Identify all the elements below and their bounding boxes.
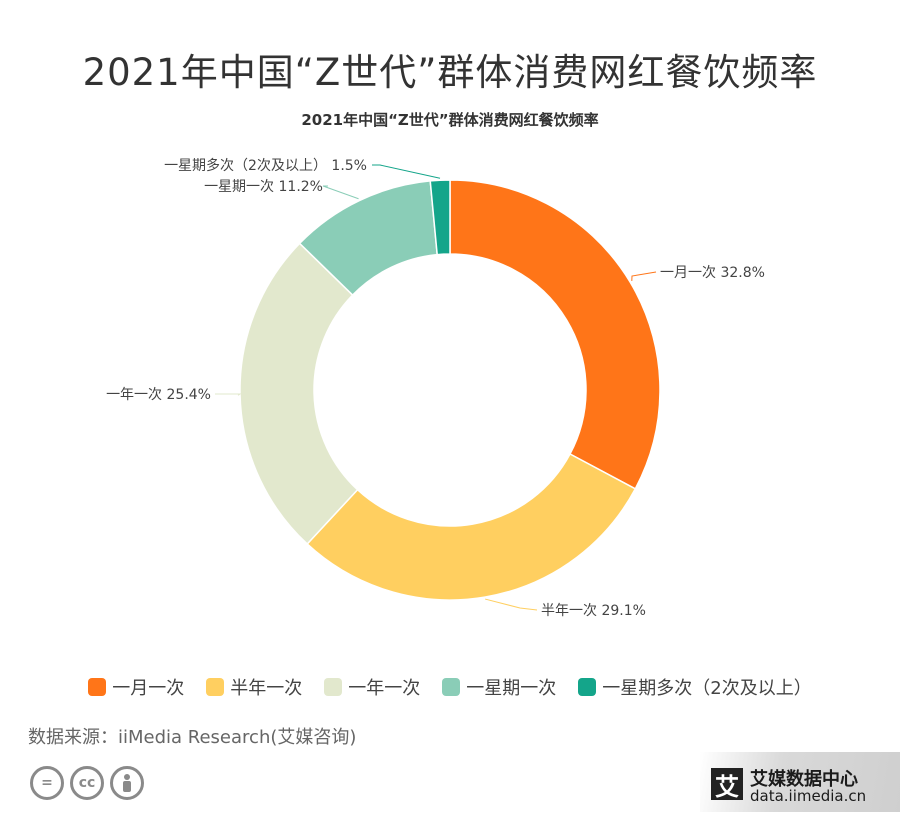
donut-slice [306, 453, 637, 601]
data-label: 一星期一次 11.2% [204, 179, 323, 195]
legend-label: 一星期多次（2次及以上） [602, 678, 812, 699]
license-icons: = cc [30, 766, 144, 800]
data-label: 一年一次 25.4% [106, 387, 211, 403]
donut-slice [239, 242, 359, 546]
legend-item: 一月一次 [88, 674, 184, 700]
data-label: 一月一次 32.8% [660, 265, 765, 281]
legend-label: 半年一次 [230, 678, 303, 699]
legend-label: 一年一次 [348, 678, 421, 699]
chart-legend: 一月一次 半年一次 一年一次 一星期一次 一星期多次（2次及以上） [0, 674, 900, 700]
legend-item: 半年一次 [206, 674, 302, 700]
leader-line [631, 271, 657, 281]
person-icon [110, 766, 144, 800]
person-glyph [123, 774, 131, 792]
legend-swatch [578, 678, 597, 696]
data-source: 数据来源：iiMedia Research(艾媒咨询) [28, 727, 357, 748]
leader-line [215, 393, 242, 396]
legend-item: 一星期一次 [442, 674, 556, 700]
legend-swatch [324, 678, 343, 696]
legend-item: 一年一次 [324, 674, 420, 700]
legend-swatch [442, 678, 461, 696]
legend-swatch [206, 678, 225, 696]
legend-item: 一星期多次（2次及以上） [578, 674, 812, 700]
leader-line [485, 598, 538, 611]
chart-title: 2021年中国“Z世代”群体消费网红餐饮频率 [301, 111, 599, 129]
brand-url: data.iimedia.cn [750, 787, 867, 805]
equals-icon: = [30, 766, 64, 800]
data-label: 一星期多次（2次及以上） 1.5% [164, 157, 367, 174]
legend-swatch [88, 678, 107, 696]
data-label: 半年一次 29.1% [541, 603, 646, 619]
page-title: 2021年中国“Z世代”群体消费网红餐饮频率 [82, 51, 818, 94]
cc-icon: cc [70, 766, 104, 800]
legend-label: 一星期一次 [466, 678, 557, 699]
legend-label: 一月一次 [112, 678, 185, 699]
leader-line [372, 164, 441, 179]
leader-line [322, 185, 359, 200]
brand-logo: 艾 [711, 768, 743, 801]
donut-slice [449, 179, 661, 490]
brand-name: 艾媒数据中心 [750, 769, 858, 790]
donut-slice [429, 179, 451, 256]
